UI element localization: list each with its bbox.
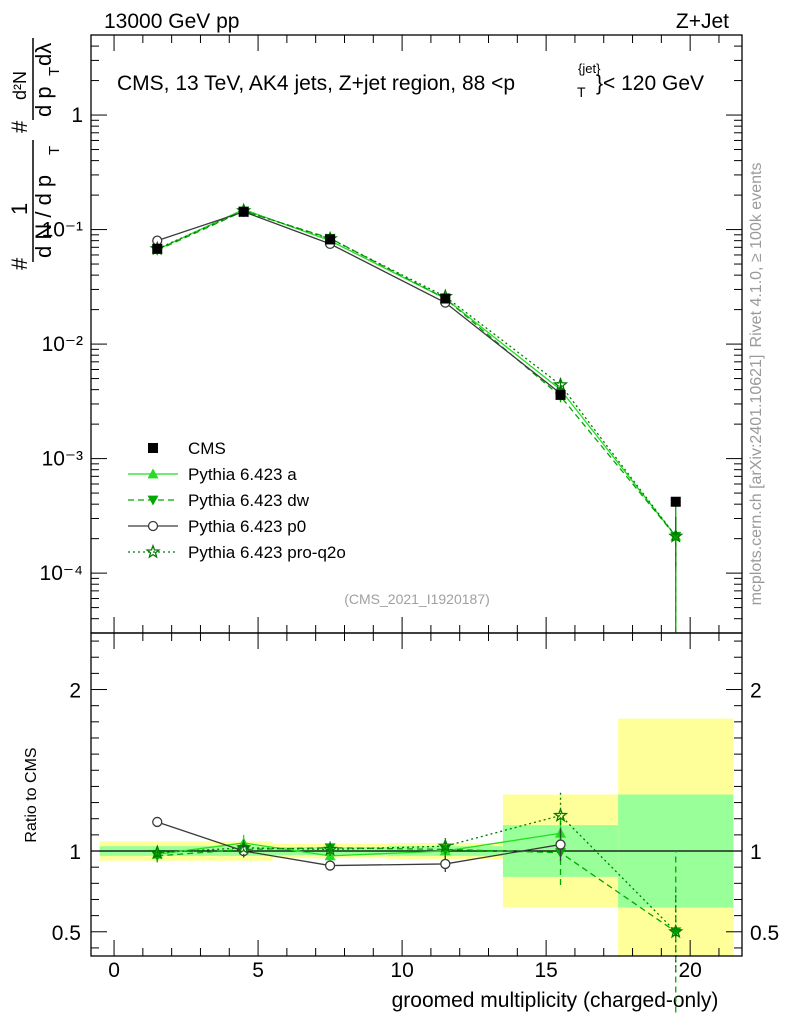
x-tick-label: 15 <box>534 959 557 982</box>
ylabel-hash2: # <box>7 120 32 133</box>
pythia_p0-ratio-point <box>152 816 163 828</box>
ratio-y-tick-label: 0.5 <box>52 922 81 945</box>
pythia_proq2o-ratio-line <box>157 814 677 933</box>
title-sup: {jet} <box>578 61 601 76</box>
ratio-y-tick-label-right: 1 <box>750 841 762 864</box>
legend-label: Pythia 6.423 dw <box>188 491 310 510</box>
legend-marker <box>147 468 159 479</box>
cms-point <box>440 293 451 304</box>
title-end: }< 120 GeV <box>596 72 704 95</box>
pythia_proq2o-line <box>156 210 677 537</box>
mcplots-label: mcplots.cern.ch [arXiv:2401.10621] <box>748 355 765 606</box>
pythia_proq2o-ratio-point <box>668 923 684 939</box>
y-tick-label: 1 <box>71 104 83 127</box>
legend-marker <box>147 520 159 532</box>
y-tick-label: 10⁻² <box>42 333 83 356</box>
y-tick-label: 10⁻¹ <box>42 219 83 242</box>
pythia_proq2o-point <box>552 376 569 392</box>
legend-marker <box>147 495 159 506</box>
ylabel-num2: d²N <box>10 71 30 100</box>
x-tick-label: 20 <box>678 959 701 982</box>
cms-point <box>238 206 249 217</box>
legend-label: Pythia 6.423 a <box>188 465 297 484</box>
ylabel-den2-end: dλ <box>31 43 56 66</box>
main-ylabel: # 1 d N / d p T # d²N d p T dλ <box>7 38 63 270</box>
legend-marker <box>148 443 158 453</box>
pythia_proq2o-ratio-point <box>322 841 338 856</box>
pythia_proq2o-ratio-point <box>236 839 252 855</box>
x-tick-label: 5 <box>252 959 264 982</box>
legend-label: Pythia 6.423 pro-q2o <box>188 543 346 562</box>
main-panel: 1 10⁻¹ 10⁻² 10⁻³ 10⁻⁴ <box>40 34 743 634</box>
pythia_proq2o-ratio-point <box>437 838 453 853</box>
y-tick-label: 10⁻³ <box>42 448 83 471</box>
cms-point <box>325 234 336 245</box>
cms-point <box>670 496 681 507</box>
title-sub: T <box>577 84 586 100</box>
xlabel: groomed multiplicity (charged-only) <box>392 989 719 1012</box>
ratio-y-tick-label: 2 <box>69 680 81 703</box>
ylabel-den2: d p <box>31 86 56 117</box>
pythia_proq2o-ratio-point <box>149 844 165 860</box>
pythia_p0-ratio-point <box>440 858 451 870</box>
pythia_dw-line <box>156 210 677 537</box>
legend-label: Pythia 6.423 p0 <box>188 517 306 536</box>
legend: CMS Pythia 6.423 a Pythia 6.423 dw Pythia 6… <box>128 439 346 562</box>
title-main: CMS, 13 TeV, AK4 jets, Z+jet region, 88 … <box>117 72 515 95</box>
ylabel-den-sub: T <box>46 146 63 155</box>
chart-title: CMS, 13 TeV, AK4 jets, Z+jet region, 88 … <box>117 61 704 100</box>
ratio-y-tick-label-right: 0.5 <box>750 922 779 945</box>
pythia_proq2o-ratio-point <box>552 807 569 823</box>
pythia_dw-ratio-point <box>324 843 336 854</box>
cms-point <box>555 389 566 400</box>
pythia_dw-ratio-line <box>157 847 677 933</box>
ratio-ylabel: Ratio to CMS <box>23 747 40 842</box>
y-tick-label: 10⁻⁴ <box>40 562 83 585</box>
ratio-panel: 0.5 0.51 12 20 5 10 15 20 <box>52 632 779 1013</box>
watermark: (CMS_2021_I1920187) <box>344 591 490 607</box>
header-right: Z+Jet <box>676 10 729 33</box>
ylabel-num: 1 <box>7 203 32 215</box>
rivet-label: Rivet 4.1.0, ≥ 100k events <box>748 163 765 348</box>
ratio-frame <box>90 632 743 957</box>
ylabel-den2-sub: T <box>46 67 63 76</box>
pythia_a-line <box>156 208 677 537</box>
legend-label: CMS <box>188 439 226 458</box>
pythia_p0-line <box>157 211 561 395</box>
header-left: 13000 GeV pp <box>104 10 239 33</box>
ratio-y-tick-label: 1 <box>69 841 81 864</box>
pythia_p0-ratio-point <box>324 860 336 871</box>
ylabel-hash: # <box>7 257 32 270</box>
x-tick-label: 10 <box>390 959 413 982</box>
ylabel-den: d N / d p <box>31 175 56 258</box>
pythia_p0-ratio-point <box>555 839 566 850</box>
x-tick-label: 0 <box>108 959 120 982</box>
legend-marker <box>145 543 161 559</box>
cms-point <box>152 243 163 254</box>
ratio-y-tick-label-right: 2 <box>750 680 762 703</box>
